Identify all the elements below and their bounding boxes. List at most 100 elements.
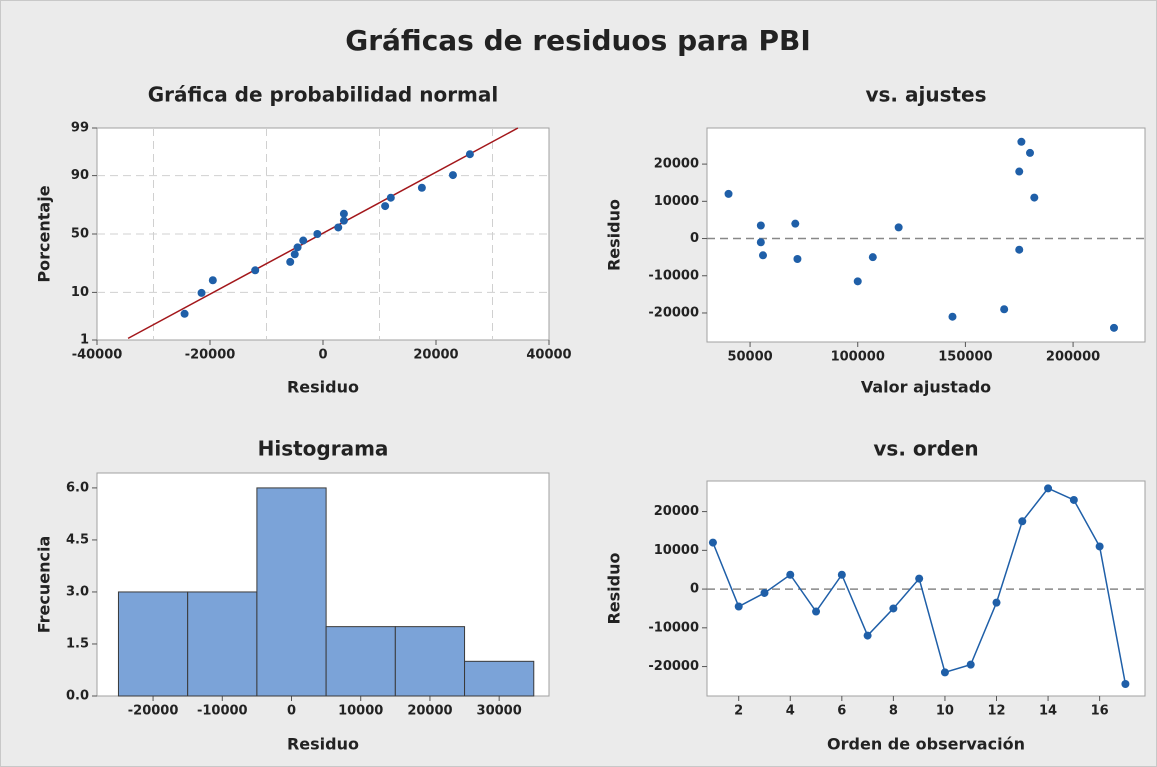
point	[180, 309, 189, 318]
y-tick-label: -10000	[648, 620, 699, 635]
x-tick-label: 8	[889, 704, 898, 719]
point	[708, 538, 717, 547]
panel-title: vs. orden	[873, 437, 978, 461]
y-tick-label: 20000	[654, 157, 699, 172]
x-tick-label: 6	[837, 704, 846, 719]
point	[293, 243, 302, 252]
x-axis-label: Residuo	[287, 378, 359, 397]
point	[1026, 148, 1035, 157]
point	[313, 230, 322, 238]
y-axis-label: Residuo	[605, 199, 624, 271]
y-tick-label: -10000	[648, 268, 699, 283]
panel-title: vs. ajustes	[865, 83, 986, 107]
bar	[256, 487, 327, 697]
y-tick-label: 99	[71, 121, 89, 136]
x-tick-label: -20000	[185, 348, 236, 363]
point	[868, 253, 877, 262]
fit-line	[127, 127, 519, 340]
y-tick-label: 0	[690, 582, 699, 597]
x-tick-label: 100000	[831, 350, 885, 365]
point	[756, 221, 765, 230]
x-tick-label: 4	[786, 704, 795, 719]
x-tick-label: 0	[318, 348, 327, 363]
point	[1095, 542, 1104, 551]
x-axis-label: Valor ajustado	[861, 378, 991, 397]
y-tick-label: 50	[71, 227, 89, 242]
point	[791, 219, 800, 228]
y-axis-label: Residuo	[605, 552, 624, 624]
x-tick-label: 150000	[938, 350, 992, 365]
y-axis-label: Porcentaje	[35, 185, 54, 282]
x-tick-label: 20000	[407, 704, 452, 719]
plot-area	[706, 127, 1146, 343]
point	[837, 570, 846, 579]
y-axis-label: Frecuencia	[35, 536, 54, 634]
point	[1015, 245, 1024, 254]
point	[966, 660, 975, 669]
point	[734, 602, 743, 611]
point	[940, 668, 949, 677]
y-tick-label: 1	[80, 333, 89, 348]
point	[299, 236, 308, 245]
y-tick-label: 6.0	[66, 480, 89, 495]
x-axis-label: Residuo	[287, 735, 359, 754]
point	[197, 288, 206, 297]
point	[290, 250, 299, 259]
point	[1018, 517, 1027, 526]
x-tick-label: 12	[987, 704, 1005, 719]
point	[208, 276, 217, 285]
point	[853, 277, 862, 286]
y-tick-label: 20000	[654, 504, 699, 519]
point	[1069, 495, 1078, 504]
bar	[187, 591, 258, 697]
bar	[117, 591, 189, 697]
x-tick-label: 10	[936, 704, 954, 719]
point	[1017, 137, 1026, 146]
x-tick-label: 2	[734, 704, 743, 719]
figure-title: Gráficas de residuos para PBI	[345, 24, 811, 57]
y-tick-label: 10000	[654, 194, 699, 209]
x-tick-label: 10000	[338, 704, 383, 719]
x-tick-label: -20000	[128, 704, 179, 719]
point	[334, 223, 343, 232]
point	[793, 255, 802, 264]
point	[386, 193, 395, 202]
point	[889, 604, 898, 613]
point	[286, 257, 295, 266]
point	[1121, 679, 1130, 688]
point	[1109, 323, 1118, 332]
bar	[325, 626, 396, 697]
x-tick-label: 16	[1091, 704, 1109, 719]
point	[417, 183, 426, 192]
point	[812, 607, 821, 616]
y-tick-label: 0	[690, 231, 699, 246]
point	[339, 209, 348, 218]
bar	[394, 626, 466, 697]
point	[948, 312, 957, 321]
point	[915, 574, 924, 583]
point	[1044, 484, 1053, 493]
x-tick-label: 0	[287, 704, 296, 719]
point	[381, 202, 390, 211]
x-tick-label: 50000	[727, 350, 772, 365]
panel-title: Histograma	[258, 437, 389, 461]
x-tick-label: 40000	[526, 348, 571, 363]
point	[465, 150, 474, 159]
point	[1030, 193, 1039, 202]
x-tick-label: -10000	[197, 704, 248, 719]
point	[760, 588, 769, 597]
y-tick-label: 4.5	[66, 532, 89, 547]
point	[724, 189, 733, 198]
point	[339, 216, 348, 225]
y-tick-label: 10	[71, 285, 89, 300]
x-tick-label: 14	[1039, 704, 1057, 719]
y-tick-label: 3.0	[66, 584, 89, 599]
x-tick-label: -40000	[72, 348, 123, 363]
point	[1015, 167, 1024, 176]
y-tick-label: 0.0	[66, 689, 89, 704]
point	[251, 266, 260, 275]
x-tick-label: 200000	[1046, 350, 1100, 365]
point	[894, 223, 903, 232]
